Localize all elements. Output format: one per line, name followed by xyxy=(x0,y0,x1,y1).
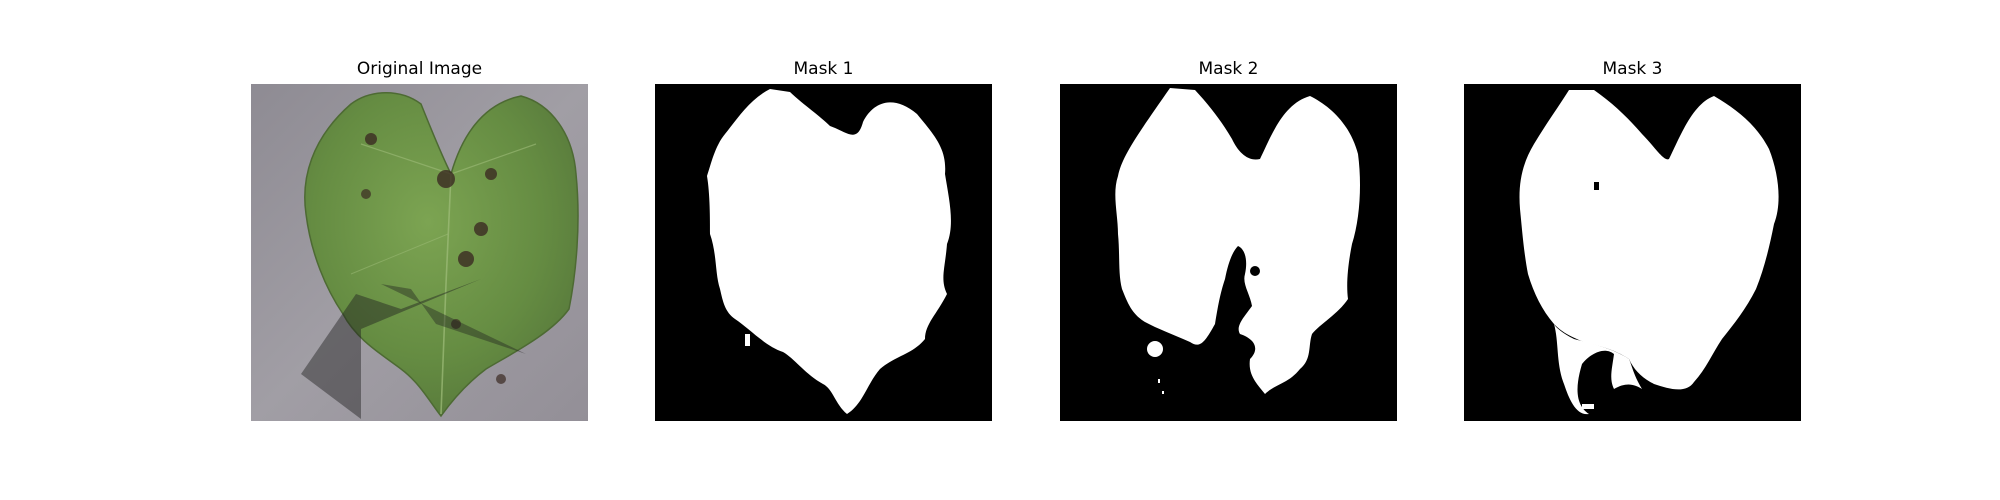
panel-title: Mask 2 xyxy=(1198,59,1259,79)
panel-title: Mask 1 xyxy=(793,59,854,79)
panel-original-image: Original Image xyxy=(251,0,588,500)
mask-3-image xyxy=(1464,84,1801,421)
panel-title: Mask 3 xyxy=(1602,59,1663,79)
panel-title: Original Image xyxy=(356,59,483,79)
mask-1-image xyxy=(655,84,992,421)
original-leaf-image xyxy=(251,84,588,421)
mask-2-image xyxy=(1060,84,1397,421)
panel-mask-2: Mask 2 xyxy=(1060,0,1397,500)
panel-mask-3: Mask 3 xyxy=(1464,0,1801,500)
panel-mask-1: Mask 1 xyxy=(655,0,992,500)
